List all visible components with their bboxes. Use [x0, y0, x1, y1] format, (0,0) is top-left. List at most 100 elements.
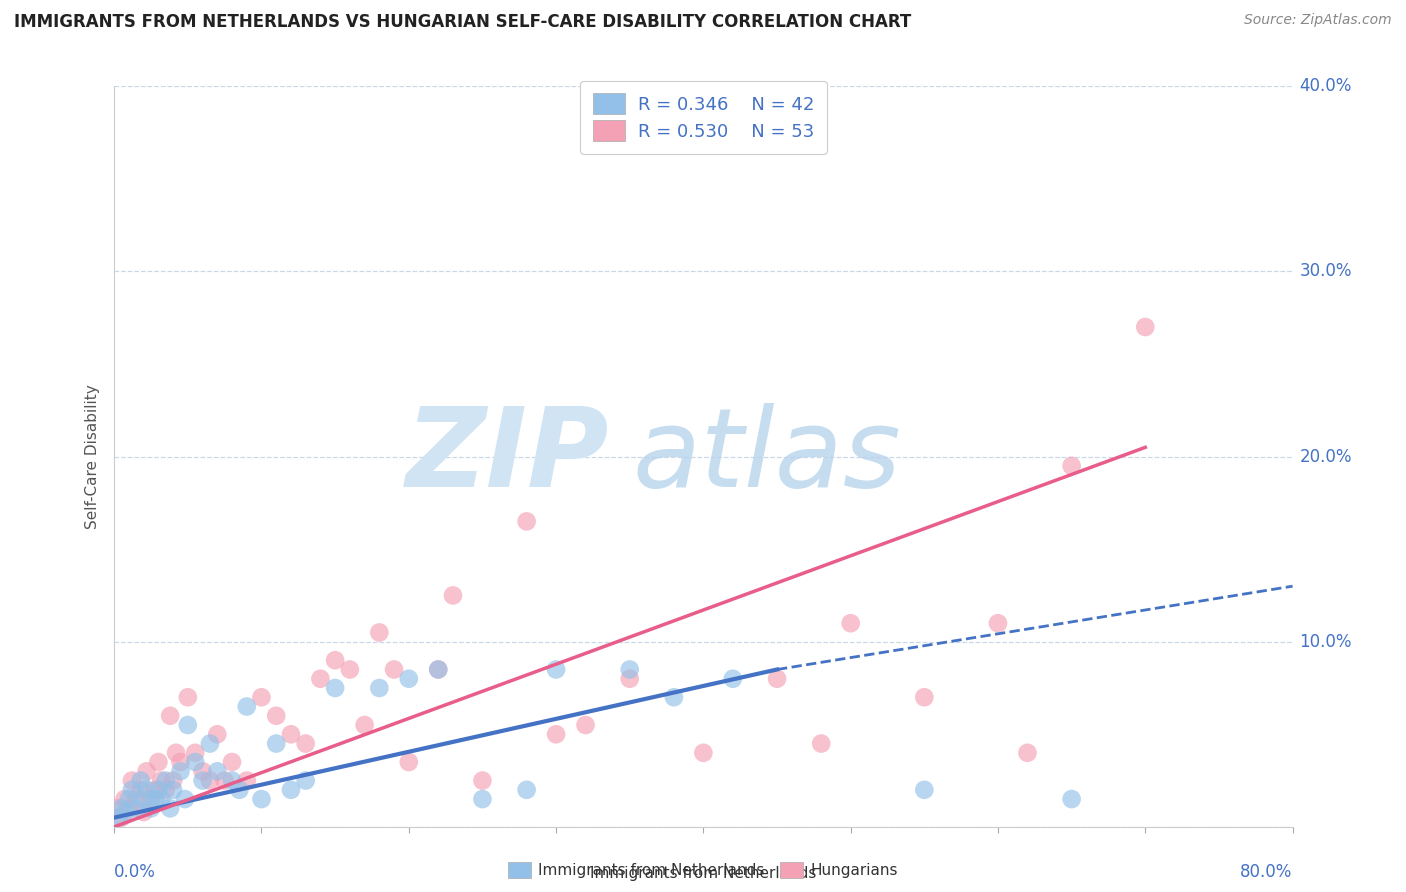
Point	[118, 801, 141, 815]
Point	[368, 681, 391, 695]
Point	[198, 737, 221, 751]
Point	[135, 764, 157, 779]
Point	[323, 653, 346, 667]
Point	[546, 663, 568, 677]
Point	[987, 616, 1010, 631]
Point	[441, 589, 464, 603]
Legend: R = 0.346    N = 42, R = 0.530    N = 53: R = 0.346 N = 42, R = 0.530 N = 53	[581, 80, 827, 154]
Text: 80.0%: 80.0%	[1240, 863, 1292, 880]
Point	[162, 773, 184, 788]
Point	[427, 663, 450, 677]
Point	[236, 773, 259, 788]
Point	[721, 672, 744, 686]
Point	[427, 663, 450, 677]
Point	[162, 782, 184, 797]
Point	[207, 727, 229, 741]
Point	[114, 792, 136, 806]
Point	[662, 690, 685, 705]
Point	[546, 727, 568, 741]
Point	[221, 773, 243, 788]
Point	[264, 708, 287, 723]
Point	[398, 672, 420, 686]
Point	[368, 625, 391, 640]
Point	[574, 718, 596, 732]
Point	[1060, 458, 1083, 473]
Point	[129, 773, 152, 788]
Text: ZIP: ZIP	[405, 403, 609, 510]
Point	[280, 782, 302, 797]
Point	[228, 782, 250, 797]
Point	[619, 672, 641, 686]
Legend: Immigrants from Netherlands, Hungarians: Immigrants from Netherlands, Hungarians	[502, 856, 904, 884]
Point	[236, 699, 259, 714]
Point	[294, 737, 316, 751]
Point	[118, 792, 141, 806]
Point	[110, 801, 132, 815]
Point	[398, 755, 420, 769]
Point	[1017, 746, 1039, 760]
Point	[191, 773, 214, 788]
Text: 30.0%: 30.0%	[1299, 262, 1353, 280]
Point	[169, 755, 191, 769]
Point	[150, 792, 173, 806]
Text: 40.0%: 40.0%	[1299, 78, 1353, 95]
Point	[155, 782, 177, 797]
Point	[339, 663, 361, 677]
Point	[139, 792, 162, 806]
Point	[191, 764, 214, 779]
Point	[125, 792, 148, 806]
Point	[132, 805, 155, 819]
Point	[250, 792, 273, 806]
Point	[221, 755, 243, 769]
Point	[516, 782, 538, 797]
Text: IMMIGRANTS FROM NETHERLANDS VS HUNGARIAN SELF-CARE DISABILITY CORRELATION CHART: IMMIGRANTS FROM NETHERLANDS VS HUNGARIAN…	[14, 13, 911, 31]
Point	[129, 782, 152, 797]
Point	[214, 773, 236, 788]
Point	[912, 690, 935, 705]
Point	[169, 764, 191, 779]
Point	[264, 737, 287, 751]
Text: 10.0%: 10.0%	[1299, 632, 1353, 651]
Y-axis label: Self-Care Disability: Self-Care Disability	[86, 384, 100, 529]
Point	[294, 773, 316, 788]
Point	[471, 773, 494, 788]
Point	[150, 773, 173, 788]
Point	[135, 782, 157, 797]
Point	[121, 782, 143, 797]
Point	[353, 718, 375, 732]
Point	[105, 801, 128, 815]
Point	[839, 616, 862, 631]
Point	[155, 773, 177, 788]
Point	[165, 746, 187, 760]
Point	[692, 746, 714, 760]
Point	[125, 801, 148, 815]
Point	[280, 727, 302, 741]
Point	[132, 792, 155, 806]
Point	[159, 708, 181, 723]
Point	[198, 773, 221, 788]
Text: Immigrants from Netherlands: Immigrants from Netherlands	[589, 866, 817, 881]
Text: Source: ZipAtlas.com: Source: ZipAtlas.com	[1244, 13, 1392, 28]
Point	[471, 792, 494, 806]
Point	[810, 737, 832, 751]
Point	[145, 782, 167, 797]
Point	[912, 782, 935, 797]
Text: 20.0%: 20.0%	[1299, 448, 1353, 466]
Point	[184, 755, 207, 769]
Point	[323, 681, 346, 695]
Point	[1135, 320, 1157, 334]
Text: atlas: atlas	[633, 403, 901, 510]
Point	[177, 718, 200, 732]
Point	[107, 811, 129, 825]
Point	[159, 801, 181, 815]
Point	[121, 773, 143, 788]
Point	[207, 764, 229, 779]
Point	[250, 690, 273, 705]
Point	[177, 690, 200, 705]
Point	[382, 663, 405, 677]
Point	[115, 805, 138, 819]
Point	[145, 792, 167, 806]
Point	[174, 792, 197, 806]
Point	[619, 663, 641, 677]
Text: 0.0%: 0.0%	[114, 863, 156, 880]
